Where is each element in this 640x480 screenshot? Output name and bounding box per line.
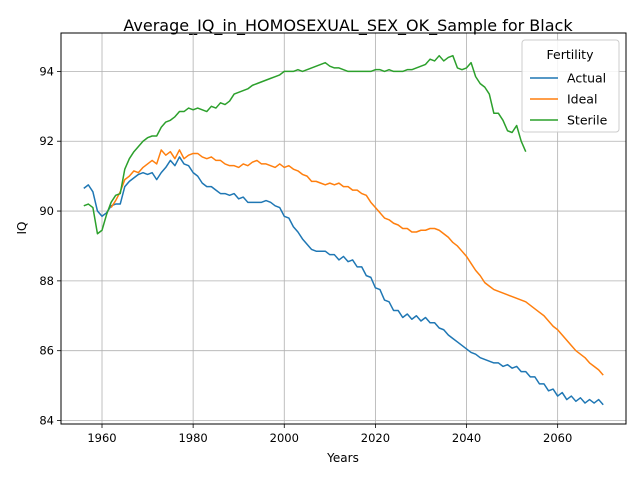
y-tick-label: 88 [39,274,54,288]
y-tick-label: 90 [39,204,54,218]
x-tick-label: 2020 [361,431,390,445]
legend-label-sterile: Sterile [567,113,608,128]
plot-area-frame [60,32,627,425]
x-tick-label: 1960 [87,431,116,445]
series-line-sterile [83,54,527,235]
y-tick-label: 84 [39,414,54,428]
legend-title: Fertility [547,47,595,62]
legend-label-ideal: Ideal [567,92,597,107]
y-axis-label: IQ [15,222,29,235]
x-tick-label: 2000 [270,431,299,445]
series-line-ideal [110,149,604,376]
x-tick-label: 1980 [178,431,207,445]
chart-title: Average_IQ_in_HOMOSEXUAL_SEX_OK_Sample f… [123,16,573,36]
legend: Fertility Actual Ideal Sterile [521,39,620,133]
legend-label-actual: Actual [567,71,606,86]
x-tick-label: 2040 [452,431,481,445]
x-axis-label: Years [326,451,359,465]
y-tick-label: 92 [39,134,54,148]
y-tick-label: 94 [39,64,54,78]
legend-box [521,39,620,133]
legend-items: Actual Ideal Sterile [530,71,608,128]
y-axis-ticks: 84 86 88 90 92 94 [39,64,61,428]
y-tick-label: 86 [39,344,54,358]
series-line-actual [83,156,604,406]
x-tick-label: 2060 [543,431,572,445]
series-lines [83,54,604,406]
x-axis-ticks: 1960 1980 2000 2020 2040 2060 [87,424,572,445]
